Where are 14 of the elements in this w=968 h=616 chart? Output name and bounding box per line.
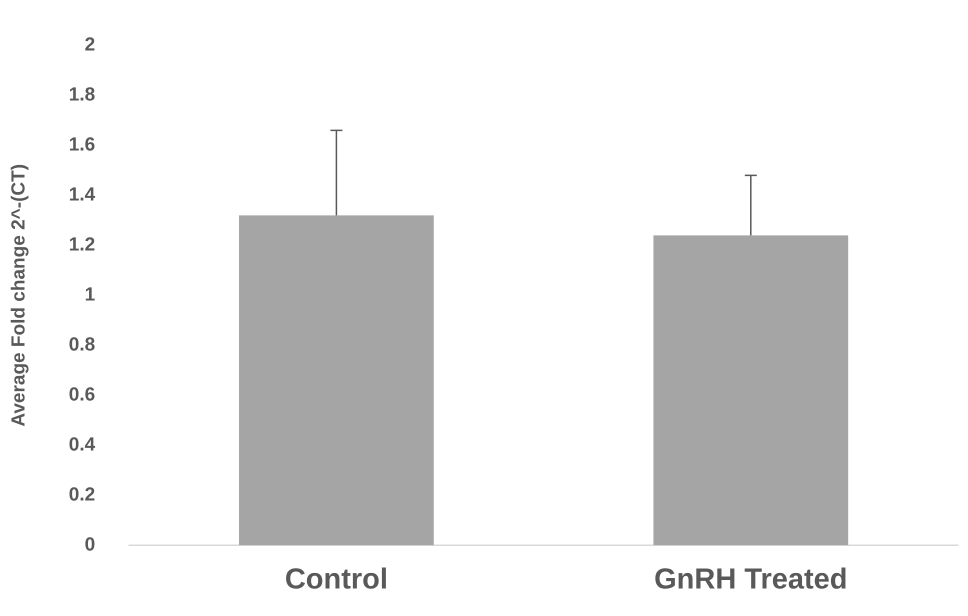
y-tick-label: 1.2 [68, 234, 96, 256]
y-tick-label: 1.6 [68, 134, 96, 156]
y-tick-label: 1 [84, 284, 96, 306]
y-tick-label: 0.4 [68, 434, 96, 456]
y-axis-title: Average Fold change 2^-(CT) [8, 164, 30, 427]
y-tick-label: 0.2 [68, 484, 96, 506]
x-tick-label: GnRH Treated [654, 564, 848, 596]
y-tick-label: 1.8 [68, 84, 96, 106]
x-tick-label: Control [284, 564, 388, 596]
y-tick-label: 0.8 [68, 334, 96, 356]
y-tick-label: 0.6 [68, 384, 96, 406]
y-tick-label: 0 [84, 534, 96, 556]
y-tick-label: 2 [84, 34, 96, 56]
y-tick-label: 1.4 [68, 184, 96, 206]
